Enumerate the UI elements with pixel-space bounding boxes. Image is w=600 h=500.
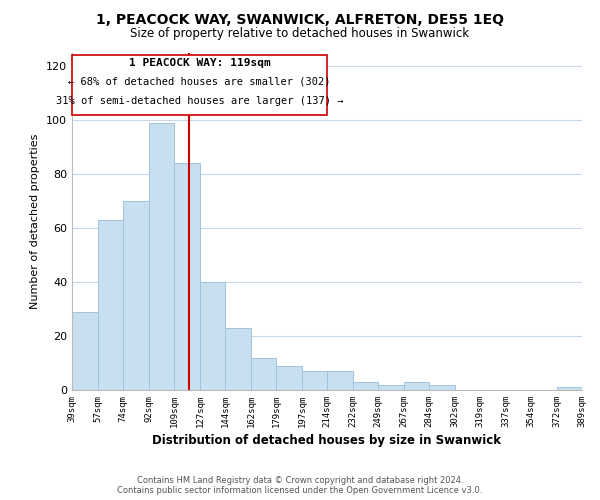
X-axis label: Distribution of detached houses by size in Swanwick: Distribution of detached houses by size … <box>152 434 502 447</box>
Bar <box>302 371 327 390</box>
Bar <box>327 371 353 390</box>
Text: 1 PEACOCK WAY: 119sqm: 1 PEACOCK WAY: 119sqm <box>128 58 271 68</box>
Bar <box>429 384 455 390</box>
Bar <box>276 366 302 390</box>
Text: 1, PEACOCK WAY, SWANWICK, ALFRETON, DE55 1EQ: 1, PEACOCK WAY, SWANWICK, ALFRETON, DE55… <box>96 12 504 26</box>
Text: 31% of semi-detached houses are larger (137) →: 31% of semi-detached houses are larger (… <box>56 96 343 106</box>
Bar <box>123 201 149 390</box>
Bar <box>251 358 276 390</box>
Bar <box>225 328 251 390</box>
Bar <box>72 312 98 390</box>
Bar <box>404 382 429 390</box>
FancyBboxPatch shape <box>72 55 327 114</box>
Text: Contains HM Land Registry data © Crown copyright and database right 2024.
Contai: Contains HM Land Registry data © Crown c… <box>118 476 482 495</box>
Text: Size of property relative to detached houses in Swanwick: Size of property relative to detached ho… <box>130 28 470 40</box>
Bar <box>98 220 123 390</box>
Bar <box>174 163 200 390</box>
Bar <box>200 282 225 390</box>
Bar <box>149 122 174 390</box>
Bar <box>557 388 582 390</box>
Bar <box>378 384 404 390</box>
Y-axis label: Number of detached properties: Number of detached properties <box>31 134 40 309</box>
Text: ← 68% of detached houses are smaller (302): ← 68% of detached houses are smaller (30… <box>68 77 331 87</box>
Bar <box>353 382 378 390</box>
